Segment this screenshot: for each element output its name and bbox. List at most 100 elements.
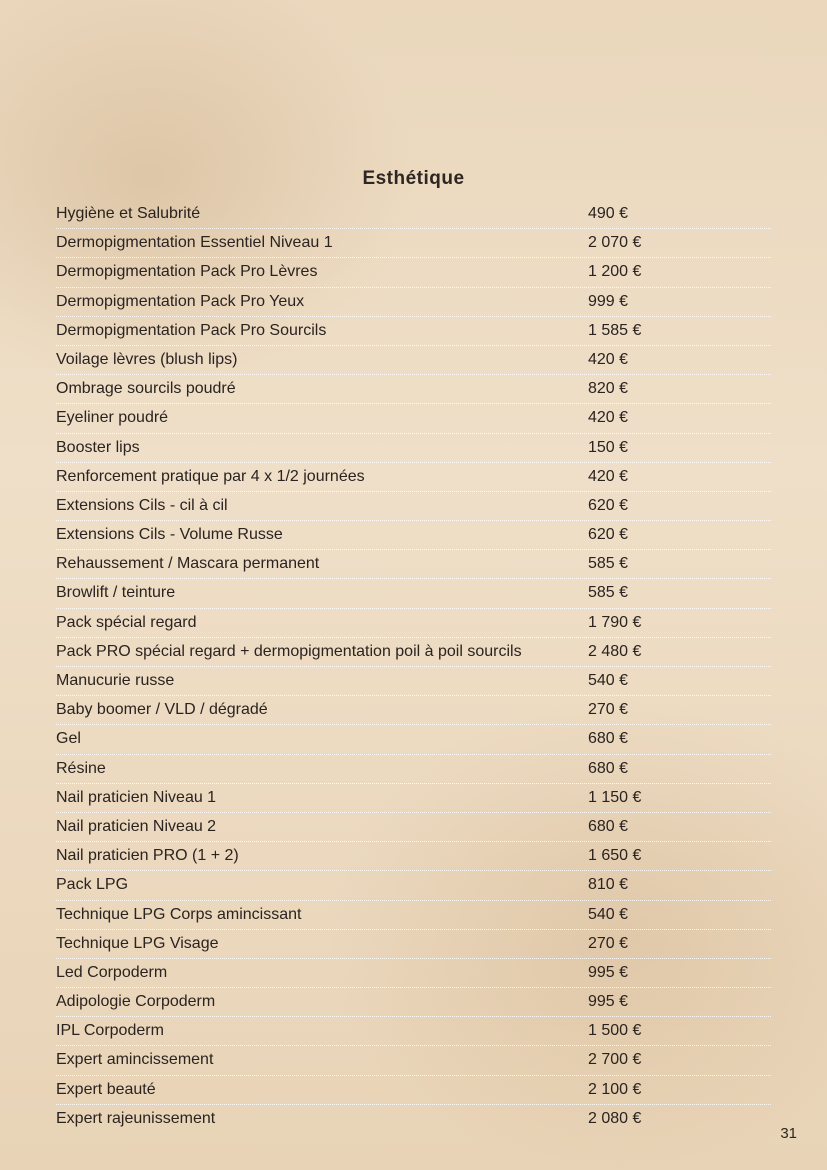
row-price: 2 700 € xyxy=(588,1048,708,1071)
table-row: Extensions Cils - Volume Russe620 € xyxy=(56,521,771,550)
section-title: Esthétique xyxy=(56,168,771,190)
row-label: Dermopigmentation Pack Pro Sourcils xyxy=(56,319,588,342)
table-row: Rehaussement / Mascara permanent585 € xyxy=(56,550,771,579)
table-row: IPL Corpoderm1 500 € xyxy=(56,1017,771,1046)
row-price: 2 100 € xyxy=(588,1078,708,1101)
row-label: Dermopigmentation Essentiel Niveau 1 xyxy=(56,231,588,254)
row-label: Gel xyxy=(56,727,588,750)
row-label: Rehaussement / Mascara permanent xyxy=(56,552,588,575)
row-label: Nail praticien Niveau 1 xyxy=(56,786,588,809)
row-price: 270 € xyxy=(588,698,708,721)
row-price: 620 € xyxy=(588,523,708,546)
row-label: Ombrage sourcils poudré xyxy=(56,377,588,400)
table-row: Expert rajeunissement2 080 € xyxy=(56,1105,771,1133)
row-price: 680 € xyxy=(588,727,708,750)
table-row: Browlift / teinture585 € xyxy=(56,579,771,608)
row-label: Pack PRO spécial regard + dermopigmentat… xyxy=(56,640,588,663)
row-label: Extensions Cils - cil à cil xyxy=(56,494,588,517)
row-label: Technique LPG Corps amincissant xyxy=(56,903,588,926)
table-row: Baby boomer / VLD / dégradé270 € xyxy=(56,696,771,725)
table-row: Hygiène et Salubrité490 € xyxy=(56,200,771,229)
row-price: 999 € xyxy=(588,290,708,313)
table-row: Voilage lèvres (blush lips)420 € xyxy=(56,346,771,375)
table-row: Adipologie Corpoderm995 € xyxy=(56,988,771,1017)
price-table: Hygiène et Salubrité490 €Dermopigmentati… xyxy=(56,200,771,1133)
row-price: 585 € xyxy=(588,552,708,575)
row-label: Nail praticien PRO (1 + 2) xyxy=(56,844,588,867)
row-price: 680 € xyxy=(588,757,708,780)
row-label: Eyeliner poudré xyxy=(56,406,588,429)
table-row: Nail praticien PRO (1 + 2)1 650 € xyxy=(56,842,771,871)
row-label: Technique LPG Visage xyxy=(56,932,588,955)
table-row: Technique LPG Visage270 € xyxy=(56,930,771,959)
table-row: Ombrage sourcils poudré820 € xyxy=(56,375,771,404)
table-row: Pack LPG810 € xyxy=(56,871,771,900)
table-row: Nail praticien Niveau 2680 € xyxy=(56,813,771,842)
row-price: 620 € xyxy=(588,494,708,517)
row-price: 1 585 € xyxy=(588,319,708,342)
row-price: 2 070 € xyxy=(588,231,708,254)
row-price: 540 € xyxy=(588,669,708,692)
row-label: Dermopigmentation Pack Pro Lèvres xyxy=(56,260,588,283)
table-row: Renforcement pratique par 4 x 1/2 journé… xyxy=(56,463,771,492)
row-label: Hygiène et Salubrité xyxy=(56,202,588,225)
table-row: Expert amincissement2 700 € xyxy=(56,1046,771,1075)
table-row: Eyeliner poudré420 € xyxy=(56,404,771,433)
row-label: Extensions Cils - Volume Russe xyxy=(56,523,588,546)
table-row: Technique LPG Corps amincissant540 € xyxy=(56,901,771,930)
row-price: 820 € xyxy=(588,377,708,400)
row-label: Pack spécial regard xyxy=(56,611,588,634)
page-number: 31 xyxy=(780,1125,797,1142)
row-price: 1 200 € xyxy=(588,260,708,283)
table-row: Manucurie russe540 € xyxy=(56,667,771,696)
table-row: Nail praticien Niveau 11 150 € xyxy=(56,784,771,813)
row-price: 1 650 € xyxy=(588,844,708,867)
table-row: Booster lips150 € xyxy=(56,434,771,463)
row-label: Adipologie Corpoderm xyxy=(56,990,588,1013)
row-price: 1 500 € xyxy=(588,1019,708,1042)
row-price: 490 € xyxy=(588,202,708,225)
row-price: 540 € xyxy=(588,903,708,926)
row-label: Browlift / teinture xyxy=(56,581,588,604)
row-label: Expert beauté xyxy=(56,1078,588,1101)
row-price: 1 790 € xyxy=(588,611,708,634)
row-price: 995 € xyxy=(588,961,708,984)
row-price: 585 € xyxy=(588,581,708,604)
row-label: Booster lips xyxy=(56,436,588,459)
row-label: Renforcement pratique par 4 x 1/2 journé… xyxy=(56,465,588,488)
table-row: Dermopigmentation Pack Pro Yeux999 € xyxy=(56,288,771,317)
row-price: 150 € xyxy=(588,436,708,459)
table-row: Dermopigmentation Essentiel Niveau 12 07… xyxy=(56,229,771,258)
row-label: Pack LPG xyxy=(56,873,588,896)
row-label: Nail praticien Niveau 2 xyxy=(56,815,588,838)
row-price: 2 480 € xyxy=(588,640,708,663)
table-row: Led Corpoderm995 € xyxy=(56,959,771,988)
row-label: Dermopigmentation Pack Pro Yeux xyxy=(56,290,588,313)
table-row: Expert beauté2 100 € xyxy=(56,1076,771,1105)
row-price: 420 € xyxy=(588,406,708,429)
table-row: Gel680 € xyxy=(56,725,771,754)
row-price: 420 € xyxy=(588,348,708,371)
page: Esthétique Hygiène et Salubrité490 €Derm… xyxy=(0,0,827,1170)
row-price: 270 € xyxy=(588,932,708,955)
row-label: Baby boomer / VLD / dégradé xyxy=(56,698,588,721)
row-price: 680 € xyxy=(588,815,708,838)
row-price: 810 € xyxy=(588,873,708,896)
row-label: Résine xyxy=(56,757,588,780)
row-price: 420 € xyxy=(588,465,708,488)
row-label: IPL Corpoderm xyxy=(56,1019,588,1042)
table-row: Dermopigmentation Pack Pro Sourcils1 585… xyxy=(56,317,771,346)
table-row: Extensions Cils - cil à cil620 € xyxy=(56,492,771,521)
row-price: 1 150 € xyxy=(588,786,708,809)
row-label: Manucurie russe xyxy=(56,669,588,692)
row-label: Expert amincissement xyxy=(56,1048,588,1071)
row-label: Expert rajeunissement xyxy=(56,1107,588,1130)
row-label: Voilage lèvres (blush lips) xyxy=(56,348,588,371)
row-label: Led Corpoderm xyxy=(56,961,588,984)
table-row: Dermopigmentation Pack Pro Lèvres1 200 € xyxy=(56,258,771,287)
table-row: Pack spécial regard1 790 € xyxy=(56,609,771,638)
row-price: 2 080 € xyxy=(588,1107,708,1130)
row-price: 995 € xyxy=(588,990,708,1013)
table-row: Pack PRO spécial regard + dermopigmentat… xyxy=(56,638,771,667)
table-row: Résine680 € xyxy=(56,755,771,784)
